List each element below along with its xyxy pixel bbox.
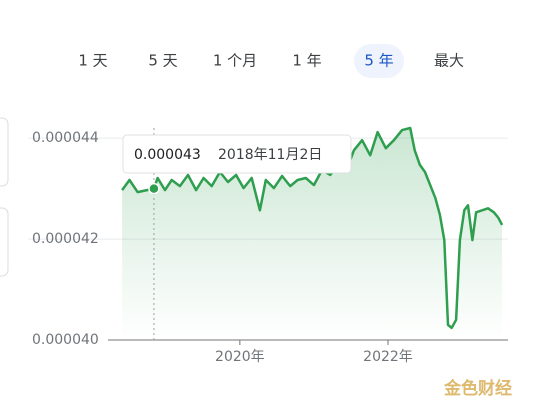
y-tick-label: 0.000044 — [32, 130, 99, 146]
range-tabs: 1 天 5 天 1 个月 1 年 5 年 最大 — [78, 44, 464, 78]
tab[interactable]: 5 天 — [148, 52, 177, 70]
side-card — [0, 117, 9, 187]
area — [122, 128, 503, 340]
hover-dot — [148, 182, 160, 195]
tab-highlight — [354, 44, 404, 78]
tooltip-value: 0.000043 — [134, 147, 201, 163]
tooltip-date: 2018年11月2日 — [218, 147, 322, 163]
tab[interactable]: 1 个月 — [213, 52, 257, 70]
y-tick-label: 0.000042 — [32, 231, 99, 247]
tab[interactable]: 1 年 — [292, 52, 321, 70]
tab[interactable]: 最大 — [434, 52, 464, 70]
x-tick-label: 2020年 — [215, 349, 265, 365]
side-card — [0, 207, 9, 277]
y-tick-label: 0.000040 — [32, 332, 99, 348]
tooltip: 0.000043 2018年11月2日 — [122, 128, 352, 340]
tab[interactable]: 1 天 — [78, 52, 107, 70]
watermark: 金色财经 — [443, 378, 512, 399]
plot: 0.000040 0.000042 0.000044 2020年 2022年 — [28, 126, 508, 365]
x-tick-label: 2022年 — [363, 349, 413, 365]
tab[interactable]: 5 年 — [364, 52, 393, 70]
tooltip-box — [122, 134, 352, 174]
